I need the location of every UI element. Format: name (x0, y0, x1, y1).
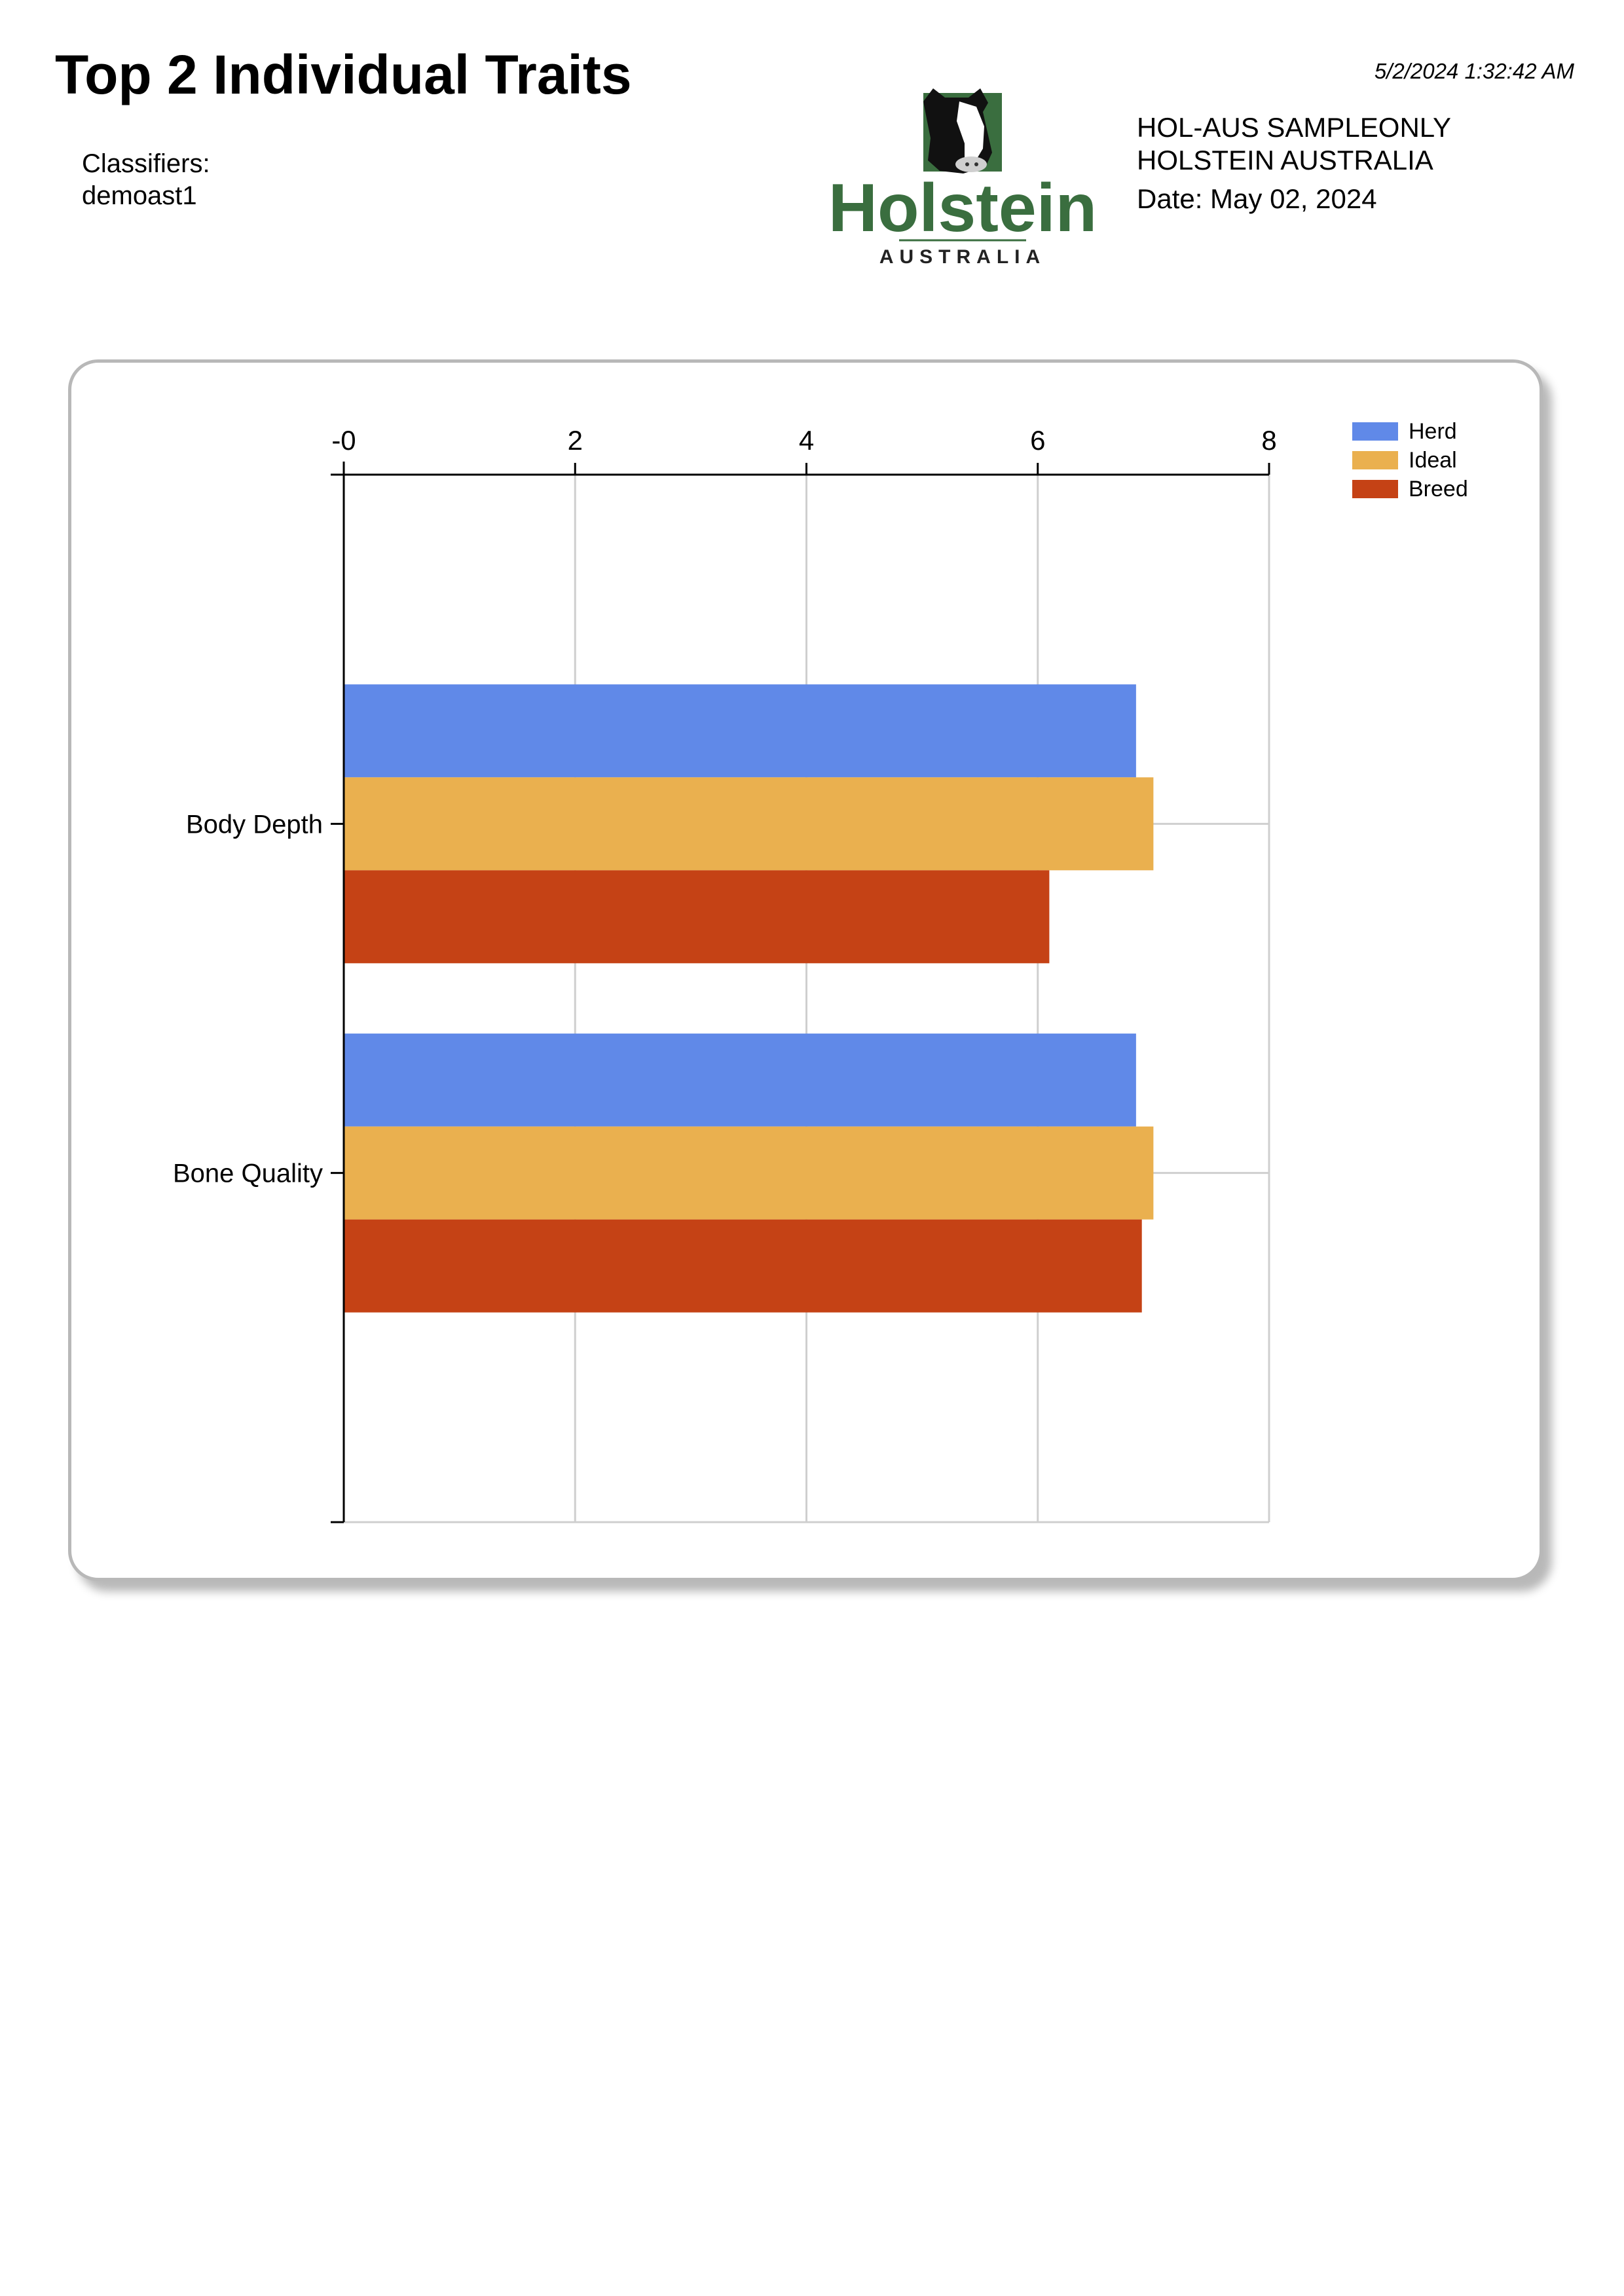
bars-layer (344, 684, 1154, 1313)
classifiers-label: Classifiers: (82, 149, 210, 178)
y-category-label: Bone Quality (173, 1159, 323, 1188)
x-tick-label: 4 (799, 425, 814, 456)
y-category-label: Body Depth (186, 810, 323, 839)
logo-subtitle: AUSTRALIA (879, 246, 1046, 268)
org-line-1: HOL-AUS SAMPLEONLY (1137, 112, 1452, 143)
x-tick-label: 2 (568, 425, 583, 456)
legend-swatch-herd (1352, 422, 1398, 441)
organization-info: HOL-AUS SAMPLEONLY HOLSTEIN AUSTRALIA Da… (1137, 111, 1451, 215)
bar-breed (344, 870, 1050, 964)
org-line-2: HOLSTEIN AUSTRALIA (1137, 145, 1433, 176)
bar-ideal (344, 777, 1154, 871)
x-tick-label: 8 (1261, 425, 1276, 456)
legend: Herd Ideal Breed (1352, 419, 1468, 501)
report-date: Date: May 02, 2024 (1137, 183, 1377, 214)
legend-swatch-breed (1352, 480, 1398, 498)
bar-herd (344, 1033, 1136, 1127)
holstein-australia-logo: Holstein AUSTRALIA (828, 75, 1097, 272)
grid-layer (344, 475, 1270, 1523)
classifiers-value: demoast1 (82, 181, 197, 210)
legend-swatch-ideal (1352, 451, 1398, 469)
legend-label-breed: Breed (1409, 477, 1468, 501)
legend-label-herd: Herd (1409, 419, 1457, 444)
logo-graphic: Holstein AUSTRALIA (828, 88, 1097, 268)
bar-herd (344, 684, 1136, 778)
x-tick-label: 6 (1030, 425, 1045, 456)
axis-layer: -0 2 4 6 8 Body Depth Bone Quality (173, 425, 1277, 1523)
report-timestamp: 5/2/2024 1:32:42 AM (1374, 59, 1574, 83)
logo-wordmark: Holstein (828, 170, 1097, 246)
cow-head-icon (923, 88, 992, 173)
classifiers-block: Classifiers: demoast1 (82, 148, 210, 212)
legend-label-ideal: Ideal (1409, 448, 1457, 473)
x-tick-label: -0 (331, 425, 356, 456)
page-title: Top 2 Individual Traits (55, 44, 632, 105)
bar-ideal (344, 1126, 1154, 1220)
bar-breed (344, 1219, 1142, 1313)
